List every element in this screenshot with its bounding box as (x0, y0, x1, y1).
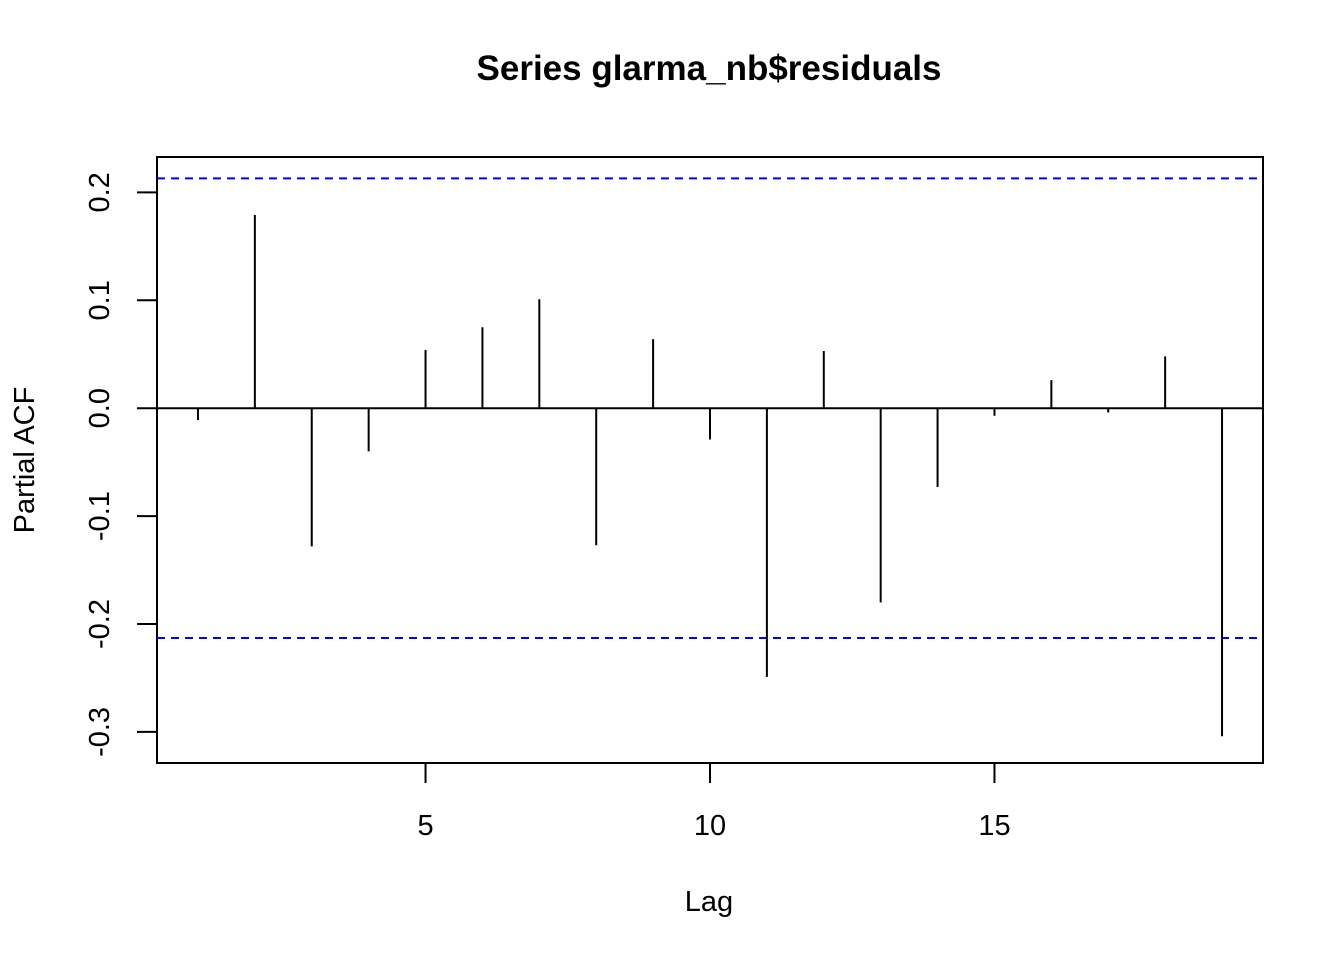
x-tick-label-10: 10 (694, 810, 726, 842)
x-tick-label-5: 5 (417, 810, 433, 842)
x-axis-label: Lag (685, 886, 733, 918)
plot-area: 5 10 15 -0.3 -0.2 -0.1 0.0 0.1 0.2 (84, 156, 1264, 842)
y-tick-label-3: 0.0 (84, 388, 116, 428)
y-tick-label-1: -0.2 (84, 599, 116, 649)
x-tick-label-15: 15 (978, 810, 1010, 842)
y-tick-label-2: -0.1 (84, 491, 116, 541)
y-tick-label-5: 0.2 (84, 172, 116, 212)
plot-frame (156, 156, 1264, 764)
y-tick-label-4: 0.1 (84, 280, 116, 320)
y-tick-label-0: -0.3 (84, 707, 116, 757)
chart-title: Series glarma_nb$residuals (477, 49, 942, 88)
y-axis-label: Partial ACF (9, 387, 41, 534)
